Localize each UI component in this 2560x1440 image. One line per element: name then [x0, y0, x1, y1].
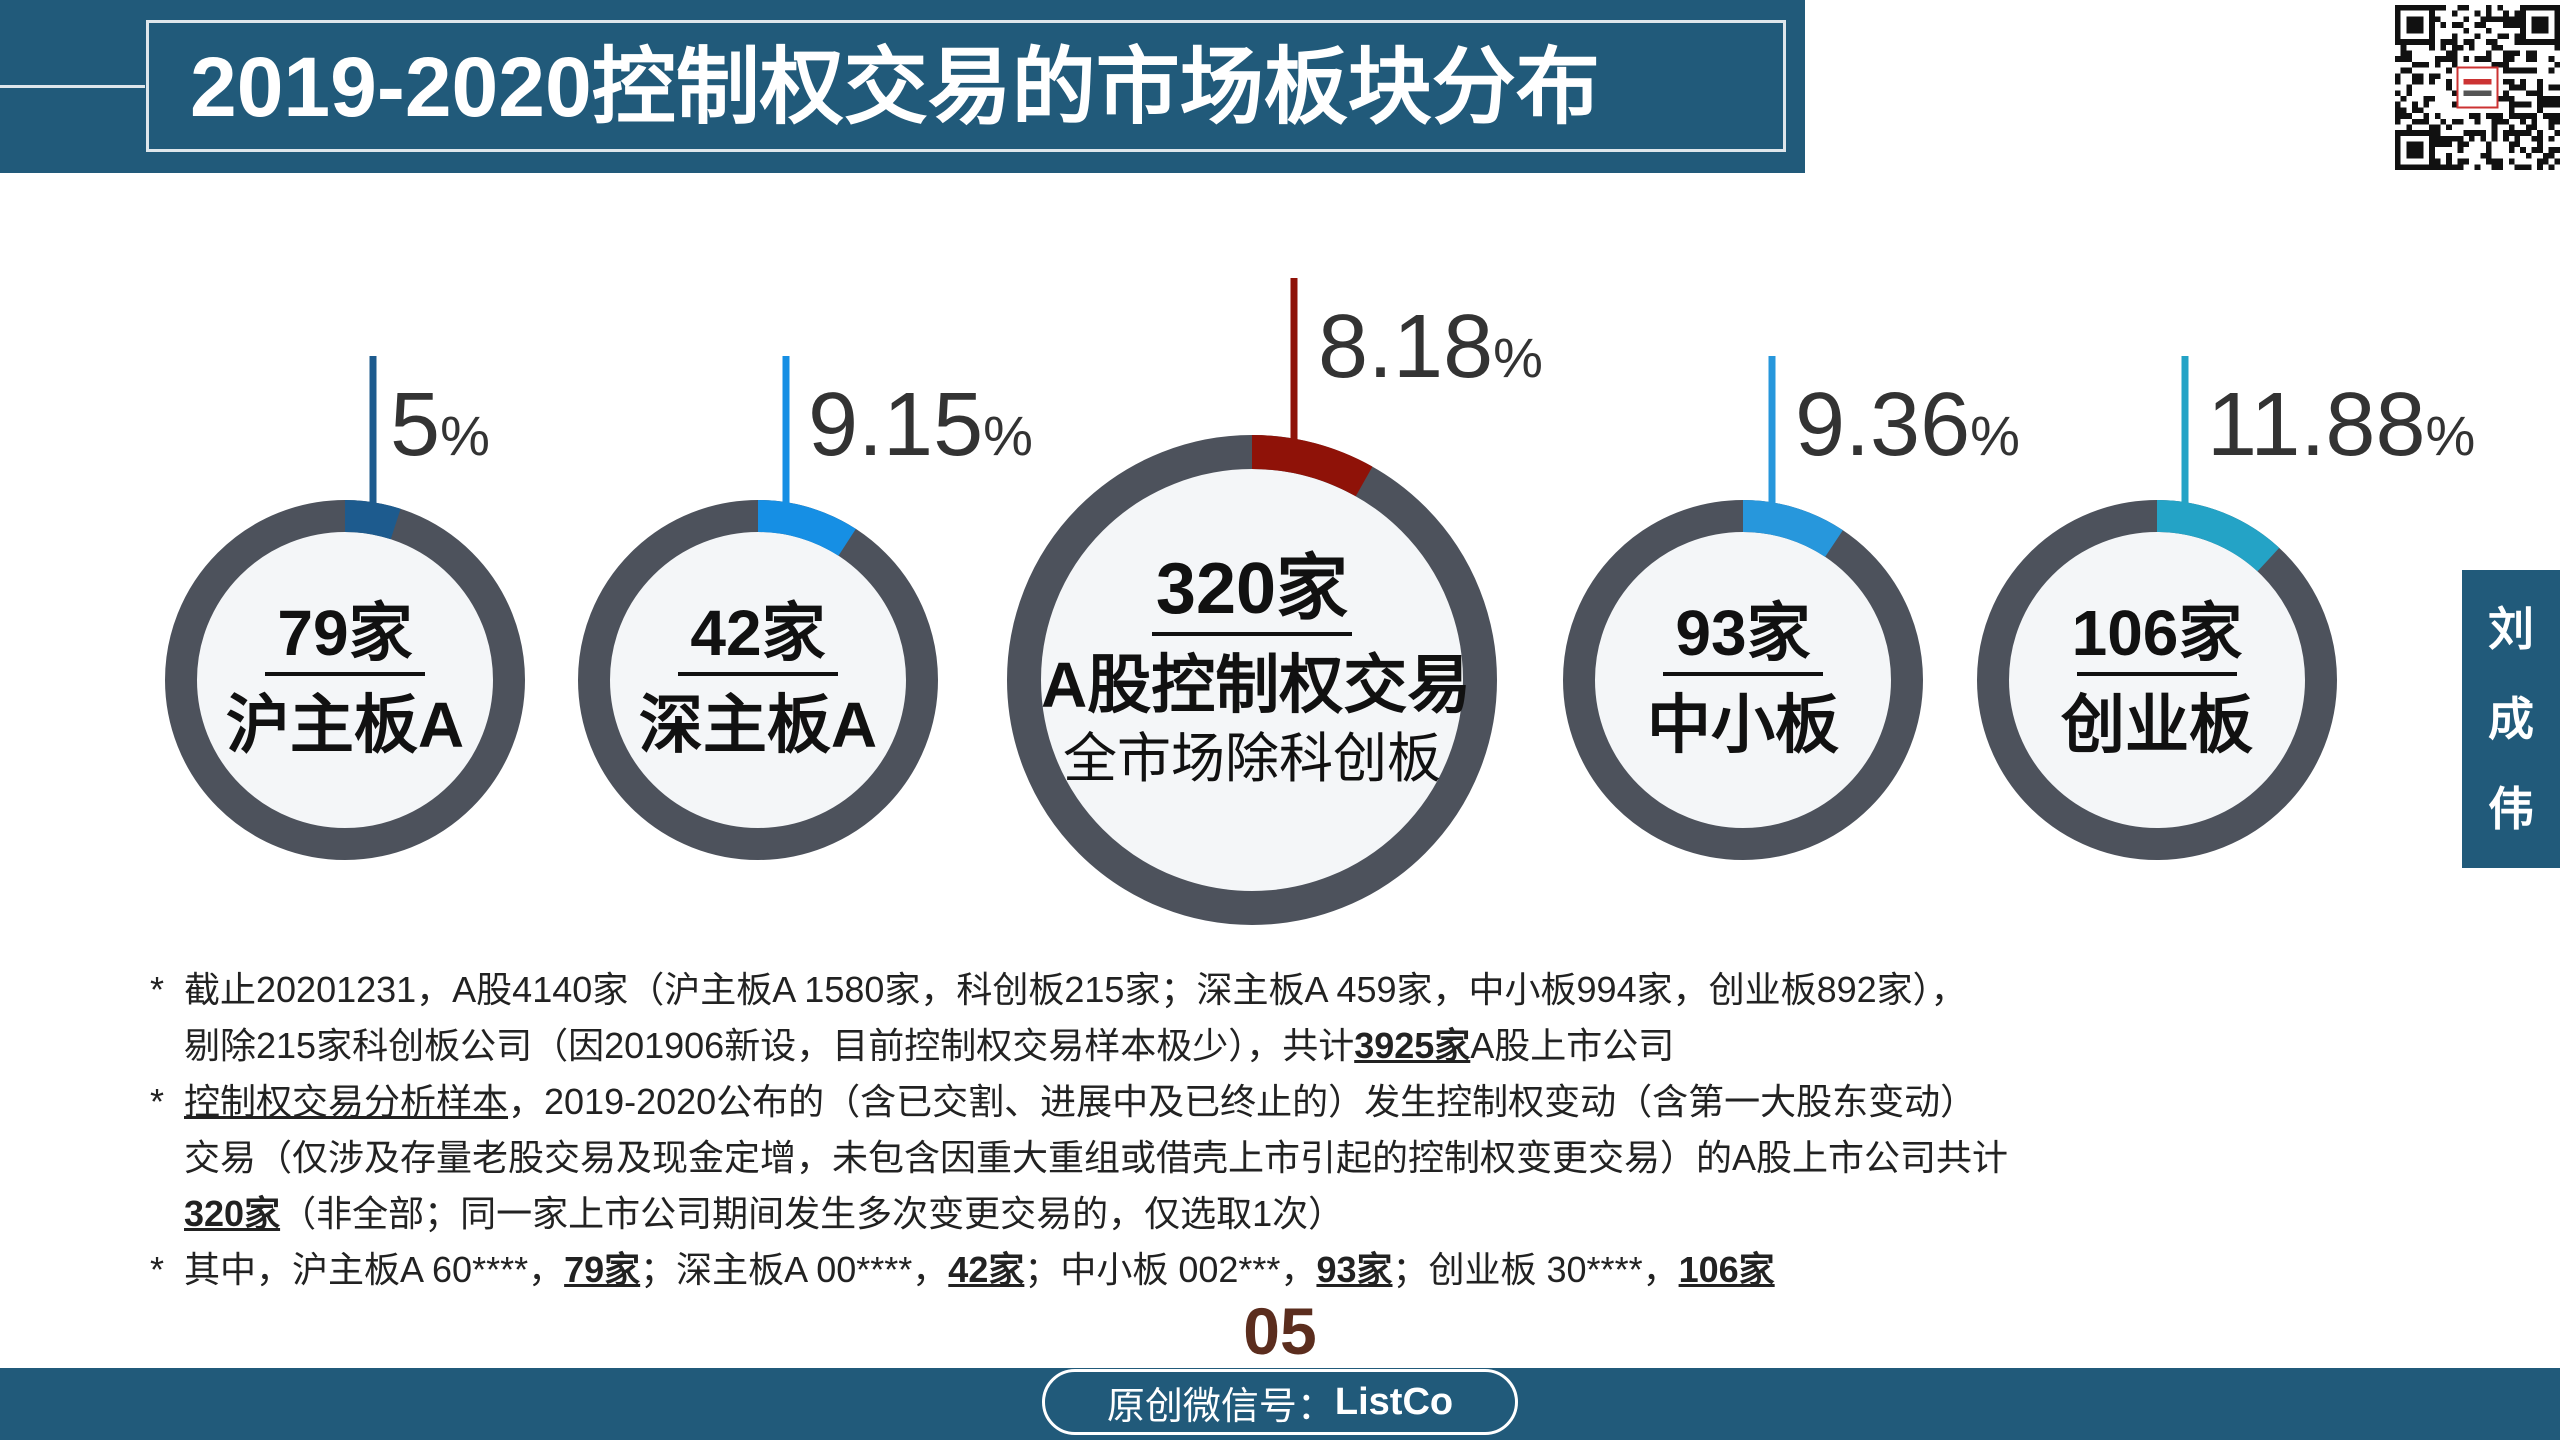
- ring-name: 创业板: [2061, 689, 2253, 761]
- pct-value: 8.18: [1318, 297, 1494, 397]
- ring-center: [197, 532, 493, 828]
- ring-count: 106家: [2071, 597, 2243, 669]
- footnotes: * 截止20201231，A股4140家（沪主板A 1580家，科创板215家；…: [150, 962, 2450, 1298]
- ring-name: 中小板: [1647, 689, 1839, 761]
- ring-label: 42家深主板A: [610, 598, 906, 764]
- pct-label: 5%: [390, 380, 490, 470]
- ring-segment: [757, 500, 856, 557]
- title-accent-line: [0, 85, 145, 88]
- note-3: * 其中，沪主板A 60****，79家；深主板A 00****，42家；中小板…: [150, 1249, 1775, 1290]
- ring-count: 79家: [277, 597, 413, 669]
- author-char: 刘: [2488, 603, 2534, 655]
- ring-label: 106家创业板: [2009, 598, 2305, 764]
- ring-count: 42家: [690, 597, 826, 669]
- ring-divider: [265, 672, 425, 676]
- pct-label: 8.18%: [1318, 302, 1543, 392]
- ring-center: [2009, 532, 2305, 828]
- title-frame: [146, 20, 1786, 152]
- page-number: 05: [1243, 1294, 1317, 1368]
- ring-name: 深主板A: [638, 689, 878, 761]
- pct-sign: %: [440, 404, 490, 467]
- ring-segment: [1742, 500, 1843, 558]
- note-2-cont: 交易（仅涉及存量老股交易及现金定增，未包含因重大重组或借壳上市引起的控制权变更交…: [184, 1137, 2009, 1178]
- note-1: * 截止20201231，A股4140家（沪主板A 1580家，科创板215家；…: [150, 969, 1967, 1010]
- pct-value: 11.88: [2207, 375, 2426, 475]
- note-2: * 控制权交易分析样本，2019-2020公布的（含已交割、进展中及已终止的）发…: [150, 1081, 1977, 1122]
- ring-center: [610, 532, 906, 828]
- author-char: 伟: [2488, 783, 2534, 835]
- ring-segment: [1251, 435, 1373, 497]
- ring-center: [1041, 469, 1463, 891]
- ring-count: 320家: [1155, 549, 1349, 629]
- ring-label: 320家 A股控制权交易全市场除科创板: [1041, 549, 1472, 794]
- ring-label: 93家中小板: [1595, 598, 1891, 764]
- pct-value: 9.15: [808, 375, 984, 475]
- ring-divider: [2077, 672, 2237, 676]
- ring-subtitle: 全市场除科创板: [1063, 729, 1441, 789]
- pct-sign: %: [983, 404, 1033, 467]
- pct-label: 9.36%: [1795, 380, 2020, 470]
- author-tab: 刘 成 伟: [2462, 570, 2560, 868]
- page-title: 2019-2020控制权交易的市场板块分布: [190, 40, 1600, 134]
- footer-bar: [0, 1368, 2560, 1440]
- ring-count: 93家: [1675, 597, 1811, 669]
- qr-code-icon: [2395, 5, 2560, 170]
- pct-sign: %: [1970, 404, 2020, 467]
- note-1-cont: 剔除215家科创板公司（因201906新设，目前控制权交易样本极少），共计392…: [184, 1025, 1675, 1066]
- note-2-cont: 320家（非全部；同一家上市公司期间发生多次变更交易的，仅选取1次）: [184, 1193, 1345, 1234]
- author-char: 成: [2488, 693, 2534, 745]
- ring-divider: [1152, 632, 1352, 636]
- pct-sign: %: [2425, 404, 2476, 467]
- title-bar: [0, 0, 1805, 173]
- ring-divider: [678, 672, 838, 676]
- ring-name: A股控制权交易: [1041, 649, 1472, 721]
- ring-label: 79家沪主板A: [197, 598, 493, 764]
- ring-center: [1595, 532, 1891, 828]
- ring-segment: [2156, 500, 2280, 572]
- pct-sign: %: [1493, 326, 1543, 389]
- pct-label: 9.15%: [808, 380, 1033, 470]
- ring-name: 沪主板A: [225, 689, 465, 761]
- pct-label: 11.88%: [2207, 380, 2475, 470]
- pct-value: 5: [390, 375, 441, 475]
- footer-wechat-badge: 原创微信号： ListCo: [1042, 1369, 1518, 1435]
- ring-divider: [1663, 672, 1823, 676]
- ring-segment: [344, 500, 401, 540]
- pct-value: 9.36: [1795, 375, 1971, 475]
